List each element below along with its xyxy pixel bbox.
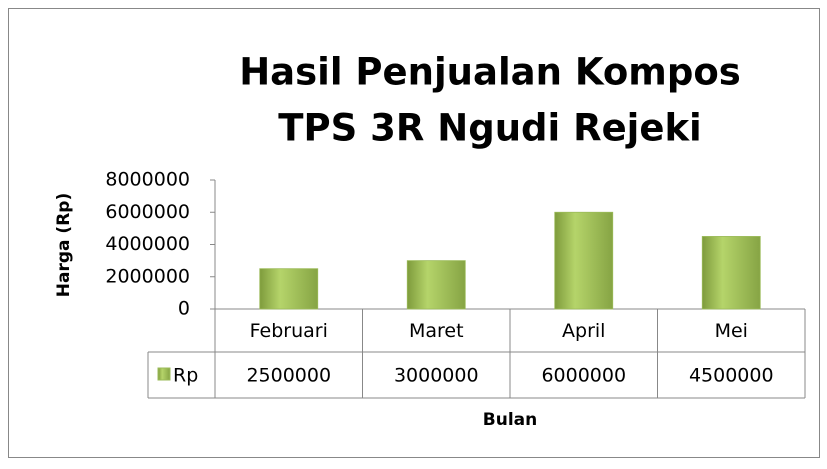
y-tick-label: 4000000 <box>105 233 190 255</box>
legend-swatch <box>157 367 171 381</box>
bar <box>259 268 319 310</box>
x-tick-label: April <box>562 320 605 342</box>
y-tick-label: 2000000 <box>105 265 190 287</box>
table-value: 4500000 <box>689 365 774 387</box>
table-value: 6000000 <box>541 365 626 387</box>
chart-title: Hasil Penjualan Kompos <box>239 51 741 94</box>
bar <box>406 260 466 310</box>
y-tick-label: 6000000 <box>105 201 190 223</box>
y-tick-label: 0 <box>178 298 190 320</box>
chart-title: TPS 3R Ngudi Rejeki <box>278 107 702 150</box>
legend-label: Rp <box>173 365 198 387</box>
bar <box>554 211 614 310</box>
x-tick-label: Mei <box>715 320 748 342</box>
chart-border <box>8 8 820 458</box>
table-value: 3000000 <box>394 365 479 387</box>
x-tick-label: Maret <box>409 320 464 342</box>
table-value: 2500000 <box>246 365 331 387</box>
x-tick-label: Februari <box>250 320 328 342</box>
x-axis-label: Bulan <box>483 410 537 430</box>
bar <box>701 236 761 310</box>
y-tick-label: 8000000 <box>105 169 190 191</box>
y-axis-label: Harga (Rp) <box>54 193 74 297</box>
